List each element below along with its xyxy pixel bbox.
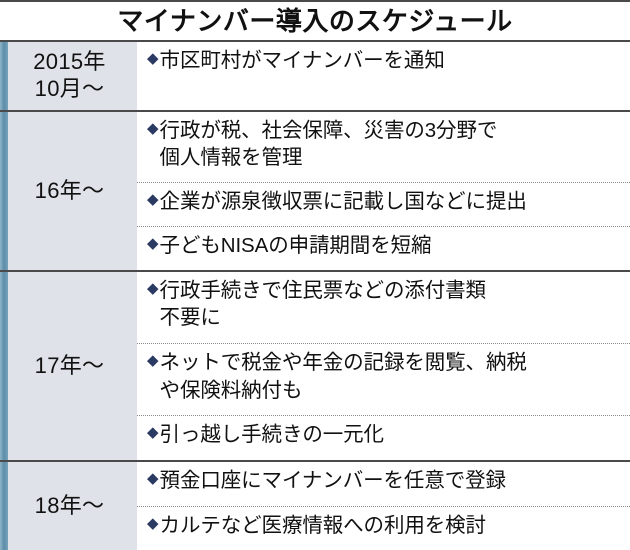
diamond-bullet-icon: ◆ xyxy=(147,280,159,297)
list-item: ◆ ネットで税金や年金の記録を閲覧、納税 や保険料納付も xyxy=(137,344,630,417)
list-item-text: 市区町村がマイナンバーを通知 xyxy=(159,49,445,72)
list-item: ◆ 子どもNISAの申請期間を短縮 xyxy=(137,227,630,270)
list-item: ◆ 企業が源泉徴収票に記載し国などに提出 xyxy=(137,183,630,228)
schedule-table: 2015年 10月～ ◆ 市区町村がマイナンバーを通知 16年～ ◆ 行政が税、… xyxy=(0,42,630,550)
list-item: ◆ 市区町村がマイナンバーを通知 xyxy=(137,42,630,110)
list-item-text: 行政が税、社会保障、災害の3分野で 個人情報を管理 xyxy=(159,119,498,170)
table-row: 17年～ ◆ 行政手続きで住民票などの添付書類 不要に ◆ ネットで税金や年金の… xyxy=(0,272,630,462)
diamond-bullet-icon: ◆ xyxy=(147,50,159,67)
list-item: ◆ 預金口座にマイナンバーを任意で登録 xyxy=(137,462,630,507)
list-item-text: カルテなど医療情報への利用を検討 xyxy=(159,513,487,537)
diamond-bullet-icon: ◆ xyxy=(147,235,159,253)
list-item: ◆ 行政が税、社会保障、災害の3分野で 個人情報を管理 xyxy=(137,112,630,184)
year-cell: 17年～ xyxy=(0,272,137,460)
table-row: 18年～ ◆ 預金口座にマイナンバーを任意で登録 ◆ カルテなど医療情報への利用… xyxy=(0,462,630,550)
list-item-text: 引っ越し手続きの一元化 xyxy=(159,423,385,447)
year-label: 17年～ xyxy=(34,352,105,378)
year-label: 16年～ xyxy=(34,177,105,203)
year-cell: 16年～ xyxy=(0,112,137,270)
diamond-bullet-icon: ◆ xyxy=(147,120,159,137)
list-item: ◆ カルテなど医療情報への利用を検討 xyxy=(137,507,630,550)
table-row: 2015年 10月～ ◆ 市区町村がマイナンバーを通知 xyxy=(0,42,630,112)
year-label: 18年～ xyxy=(34,492,105,518)
list-item-text: ネットで税金や年金の記録を閲覧、納税 や保険料納付も xyxy=(159,351,527,402)
list-item-text: 行政手続きで住民票などの添付書類 不要に xyxy=(159,279,487,330)
table-row: 16年～ ◆ 行政が税、社会保障、災害の3分野で 個人情報を管理 ◆ 企業が源泉… xyxy=(0,112,630,272)
diamond-bullet-icon: ◆ xyxy=(147,470,159,487)
diamond-bullet-icon: ◆ xyxy=(147,424,159,442)
year-cell: 2015年 10月～ xyxy=(0,42,137,110)
list-item-text: 子どもNISAの申請期間を短縮 xyxy=(159,234,432,258)
items-cell: ◆ 市区町村がマイナンバーを通知 xyxy=(137,42,630,110)
year-label: 2015年 10月～ xyxy=(33,49,106,101)
year-cell: 18年～ xyxy=(0,462,137,550)
items-cell: ◆ 預金口座にマイナンバーを任意で登録 ◆ カルテなど医療情報への利用を検討 xyxy=(137,462,630,550)
diamond-bullet-icon: ◆ xyxy=(147,514,159,532)
items-cell: ◆ 行政手続きで住民票などの添付書類 不要に ◆ ネットで税金や年金の記録を閲覧… xyxy=(137,272,630,460)
diamond-bullet-icon: ◆ xyxy=(147,352,159,370)
diamond-bullet-icon: ◆ xyxy=(147,191,159,209)
list-item-text: 企業が源泉徴収票に記載し国などに提出 xyxy=(159,190,527,214)
page-title: マイナンバー導入のスケジュール xyxy=(117,6,513,36)
list-item: ◆ 引っ越し手続きの一元化 xyxy=(137,416,630,460)
list-item-text: 預金口座にマイナンバーを任意で登録 xyxy=(159,469,506,492)
infographic-title-banner: マイナンバー導入のスケジュール xyxy=(0,2,630,42)
items-cell: ◆ 行政が税、社会保障、災害の3分野で 個人情報を管理 ◆ 企業が源泉徴収票に記… xyxy=(137,112,630,270)
list-item: ◆ 行政手続きで住民票などの添付書類 不要に xyxy=(137,272,630,345)
